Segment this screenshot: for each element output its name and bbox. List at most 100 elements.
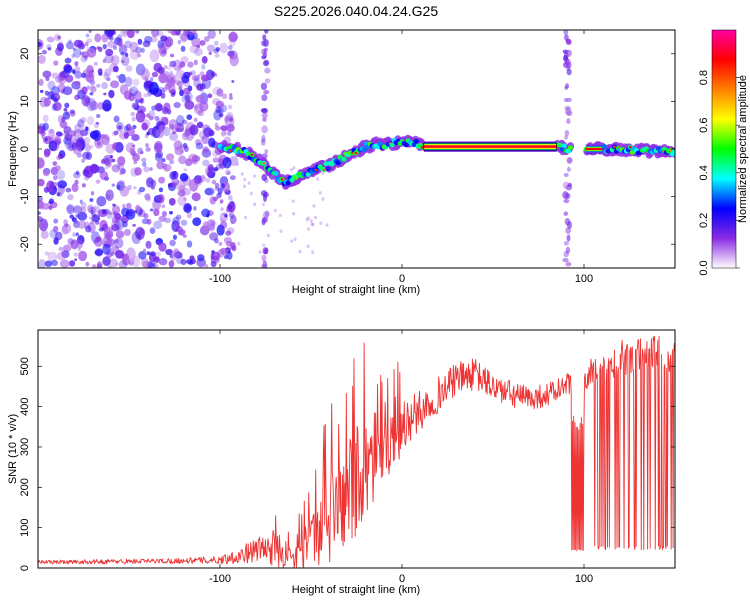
noise-blob <box>89 144 94 149</box>
noise-blob <box>138 186 146 193</box>
streak-blob <box>565 261 572 267</box>
ridge-peak <box>250 153 254 156</box>
noise-blob <box>52 161 57 166</box>
noise-blob <box>154 102 163 112</box>
noise-blob <box>228 194 233 201</box>
noise-blob <box>74 61 79 67</box>
streak-blob <box>563 198 570 204</box>
streak-blob <box>564 105 571 111</box>
noise-blob <box>169 60 177 68</box>
noise-blob <box>61 223 72 234</box>
noise-blob <box>229 92 233 97</box>
noise-blob <box>201 64 206 70</box>
noise-blob <box>204 35 210 42</box>
noise-blob <box>123 30 128 35</box>
noise-blob <box>141 122 149 131</box>
noise-blob <box>82 151 90 160</box>
noise-blob <box>186 258 193 265</box>
noise-blob <box>52 101 62 112</box>
noise-blob <box>231 31 236 36</box>
noise-blob <box>50 139 60 152</box>
noise-blob <box>142 161 147 168</box>
noise-blob <box>57 42 64 52</box>
noise-blob <box>116 75 120 79</box>
streak-blob <box>264 210 270 218</box>
streak-blob <box>566 68 572 76</box>
noise-blob <box>135 110 146 123</box>
noise-blob <box>231 80 235 83</box>
noise-blob <box>130 150 137 157</box>
noise-blob <box>211 221 217 227</box>
noise-blob <box>192 217 202 227</box>
noise-blob <box>57 180 68 189</box>
noise-blob <box>105 166 109 170</box>
noise-blob <box>174 146 185 156</box>
noise-blob <box>88 206 97 214</box>
noise-blob <box>110 54 120 66</box>
noise-blob <box>121 207 130 217</box>
noise-blob <box>46 44 52 51</box>
noise-blob <box>126 247 136 261</box>
noise-blob <box>73 128 84 143</box>
noise-blob <box>173 101 181 109</box>
noise-blob <box>201 56 208 64</box>
noise-blob <box>71 53 75 59</box>
noise-blob <box>126 202 132 210</box>
ridge-blob <box>377 141 383 147</box>
snr-y-tick-label: 500 <box>19 357 31 375</box>
strong-segment-band <box>423 145 557 148</box>
ridge-blob <box>273 171 279 176</box>
noise-blob <box>318 190 322 195</box>
noise-blob <box>133 159 138 165</box>
noise-blob <box>150 262 159 268</box>
noise-blob <box>214 122 219 128</box>
snr-frame <box>37 329 676 569</box>
noise-blob <box>91 212 96 217</box>
noise-blob <box>226 124 235 132</box>
noise-blob <box>169 239 176 247</box>
noise-blob <box>135 46 142 54</box>
colorbar-label: Normalized spectral amplitude <box>737 75 749 223</box>
noise-blob <box>134 30 140 34</box>
noise-blob <box>119 170 123 176</box>
noise-blob <box>154 152 163 162</box>
noise-blob <box>180 127 184 133</box>
noise-blob <box>213 73 218 77</box>
noise-blob <box>158 187 164 193</box>
noise-blob <box>63 126 72 135</box>
noise-blob <box>72 69 76 75</box>
noise-blob <box>130 111 136 117</box>
noise-blob <box>213 109 222 121</box>
noise-blob <box>86 85 91 90</box>
noise-blob <box>70 239 79 250</box>
spectrogram-y-tick-label: 0 <box>19 146 31 152</box>
noise-blob <box>72 205 83 214</box>
noise-blob <box>191 75 197 81</box>
noise-blob <box>44 260 53 267</box>
ridge-peak <box>314 168 318 172</box>
streak-blob <box>563 240 569 246</box>
noise-blob <box>38 259 46 268</box>
noise-blob <box>104 68 112 78</box>
ridge-blob <box>671 149 675 155</box>
noise-blob <box>292 211 296 216</box>
noise-blob <box>42 114 49 123</box>
snr-x-axis-label: Height of straight line (km) <box>292 584 420 596</box>
noise-blob <box>119 84 129 95</box>
snr-y-tick-label: 0 <box>19 565 31 571</box>
noise-blob <box>148 110 156 120</box>
noise-blob <box>113 115 120 123</box>
noise-blob <box>116 34 123 42</box>
noise-blob <box>158 124 166 131</box>
noise-blob <box>62 244 72 252</box>
noise-blob <box>186 114 193 120</box>
noise-blob <box>150 179 157 188</box>
spectrogram-y-axis-label: Frequency (Hz) <box>7 111 19 187</box>
noise-blob <box>124 76 133 87</box>
noise-blob <box>194 139 202 146</box>
noise-blob <box>179 89 184 97</box>
noise-blob <box>38 218 49 232</box>
noise-blob <box>219 218 223 222</box>
noise-blob <box>107 40 116 48</box>
noise-blob <box>43 97 51 107</box>
